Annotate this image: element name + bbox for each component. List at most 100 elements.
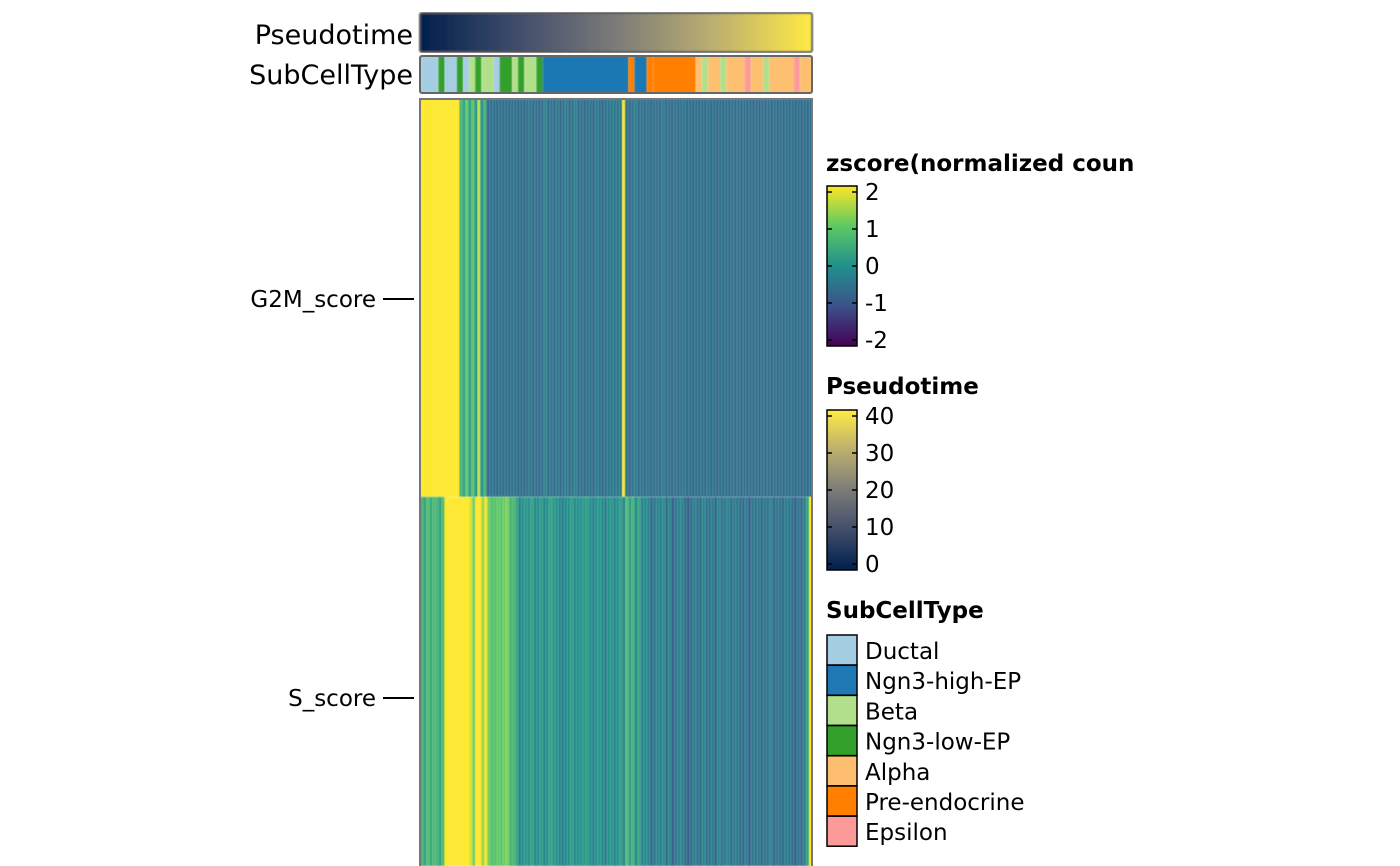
row-label: S_score [288,686,376,712]
heatmap-cell [688,99,692,497]
heatmap-cell [735,497,740,866]
heatmap-cell [432,99,436,497]
subcelltype-segment [536,56,544,93]
heatmap-cell [793,497,798,866]
heatmap-cell [472,497,476,866]
heatmap-cell [508,497,513,866]
heatmap-cell [478,497,482,866]
heatmap-cell [622,99,626,497]
heatmap-cell [751,99,756,497]
heatmap-cell [505,497,510,866]
legend-swatch [826,634,858,666]
heatmap-cell [582,497,586,866]
heatmap-cell [564,99,569,497]
heatmap-cell [540,99,545,497]
heatmap-cell [712,99,717,497]
heatmap-cell [625,99,629,497]
heatmap-cell [606,99,611,497]
heatmap-cell [760,99,765,497]
heatmap-cell [444,497,449,866]
heatmap-cell [727,99,732,497]
heatmap-cell [738,497,743,866]
heatmap-cell [759,497,764,866]
heatmap-cell [781,99,786,497]
legend-item-label: Pre-endocrine [865,790,1024,816]
heatmap-cell [462,497,467,866]
heatmap-cell [527,497,531,866]
heatmap-cell [504,99,509,497]
heatmap-cell [423,99,427,497]
heatmap-cell [766,497,770,866]
heatmap-cell [667,99,671,497]
heatmap-cell [600,99,605,497]
heatmap-cell [784,99,789,497]
subcelltype-segment [462,56,470,93]
heatmap-cell [579,99,584,497]
heatmap-cell [471,99,475,497]
heatmap-cell [717,497,721,866]
subcelltype-legend-title: SubCellType [826,598,984,624]
heatmap-cell [426,99,430,497]
heatmap-cell [429,497,433,866]
heatmap-cell [469,497,473,866]
legend-tick-label: 20 [865,478,894,504]
heatmap-cell [597,99,602,497]
heatmap-cell [444,99,448,497]
heatmap-cell [692,497,697,866]
heatmap-cell [576,99,581,497]
heatmap-cell [462,99,466,497]
heatmap-cell [468,99,472,497]
heatmap-cell [557,497,562,866]
heatmap-cell [530,497,534,866]
heatmap-cell [551,497,556,866]
heatmap-cell [489,99,493,497]
heatmap-cell [683,497,688,866]
heatmap-cell [492,99,496,497]
legend-item-label: Beta [865,699,918,725]
heatmap-cell [700,99,705,497]
legend-tick-label: 2 [865,180,880,206]
heatmap-cell [742,99,747,497]
legend-tick-label: 0 [865,552,880,578]
heatmap-cell [744,497,749,866]
heatmap-cell [772,99,777,497]
heatmap-cell [729,497,733,866]
heatmap-cell [426,497,430,866]
heatmap-cell [487,497,492,866]
heatmap-cell [450,497,455,866]
heatmap-cell [787,497,792,866]
legend-tick-label: 0 [865,254,880,280]
heatmap-cell [435,99,439,497]
heatmap-cell [802,99,807,497]
subcelltype-segment [652,56,697,93]
heatmap-cell [748,99,753,497]
heatmap-cell [628,99,632,497]
heatmap-cell [490,497,495,866]
heatmap-cell [628,497,632,866]
heatmap-cell [790,99,795,497]
heatmap-cell [706,99,711,497]
heatmap-cell [784,497,789,866]
pseudotime-legend-title: Pseudotime [826,374,979,400]
heatmap-cell [588,99,593,497]
subcelltype-segment [799,56,813,93]
heatmap-cell [612,99,617,497]
heatmap-cell [781,497,786,866]
heatmap-cell [658,99,662,497]
heatmap-cell [477,99,481,497]
heatmap-cell [726,497,730,866]
heatmap-cell [537,99,542,497]
heatmap-cell [438,99,442,497]
row-label: G2M_score [250,287,376,313]
heatmap-cell [576,497,580,866]
heatmap-cell [661,497,666,866]
legend-swatch [826,785,858,817]
subcelltype-segment [469,56,476,93]
heatmap-cell [543,99,548,497]
heatmap-cell [720,497,724,866]
heatmap-cell [778,497,782,866]
heatmap-cell [634,497,639,866]
row-labels: G2M_score S_score [250,287,414,712]
heatmap-cell [528,99,533,497]
heatmap-cell [721,99,726,497]
